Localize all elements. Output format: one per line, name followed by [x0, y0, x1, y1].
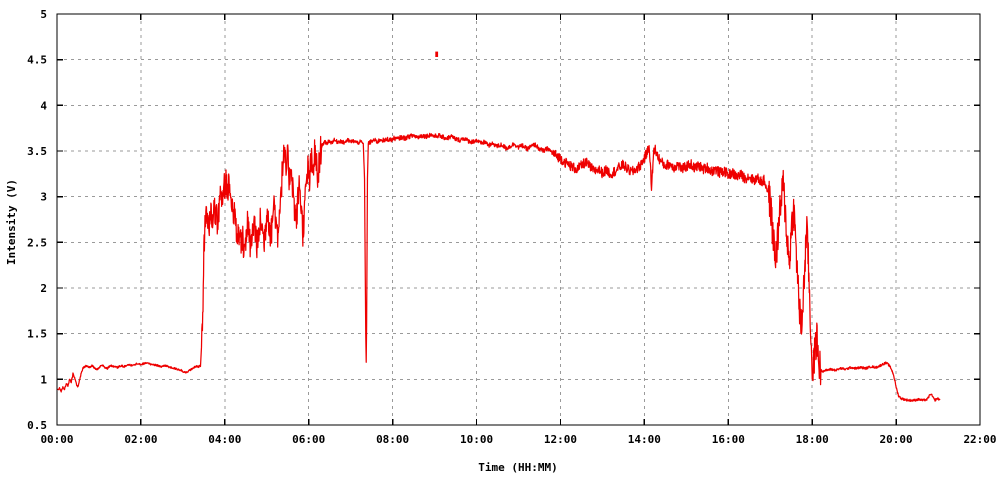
y-axis-tick-label: 3	[40, 191, 47, 204]
y-axis-tick-label: 3.5	[27, 145, 47, 158]
x-axis-tick-label: 12:00	[544, 433, 577, 446]
axis-tick-labels: 0.5 1 1.5 2 2.5 3 3.5 4 4.5 5 00:00 02:00 04:00 06:00…	[27, 8, 996, 446]
y-axis-tick-label: 2	[40, 282, 47, 295]
x-axis-tick-label: 02:00	[124, 433, 157, 446]
data-series-line	[57, 132, 941, 403]
axis-ticks	[56, 13, 981, 426]
x-axis-title: Time (HH:MM)	[478, 461, 557, 474]
x-axis-tick-label: 10:00	[460, 433, 493, 446]
y-axis-title: Intensity (V)	[5, 179, 18, 265]
plot-border	[56, 13, 981, 426]
y-axis-tick-label: 4	[40, 99, 47, 112]
gridlines	[57, 14, 980, 425]
y-axis-tick-label: 1	[40, 373, 47, 386]
data-series-layer	[57, 51, 941, 403]
outlier-point	[435, 51, 439, 57]
x-axis-tick-label: 14:00	[628, 433, 661, 446]
y-axis-tick-label: 2.5	[27, 236, 47, 249]
x-axis-tick-label: 16:00	[712, 433, 745, 446]
y-axis-tick-label: 0.5	[27, 419, 47, 432]
y-axis-tick-label: 5	[40, 8, 47, 21]
plot-frame	[56, 13, 981, 426]
y-axis-tick-label: 1.5	[27, 328, 47, 341]
x-axis-tick-label: 22:00	[963, 433, 996, 446]
y-axis-tick-label: 4.5	[27, 54, 47, 67]
x-axis-tick-label: 00:00	[40, 433, 73, 446]
x-axis-tick-label: 18:00	[796, 433, 829, 446]
x-axis-tick-label: 20:00	[880, 433, 913, 446]
x-axis-tick-label: 08:00	[376, 433, 409, 446]
x-axis-tick-label: 06:00	[292, 433, 325, 446]
x-axis-tick-label: 04:00	[208, 433, 241, 446]
